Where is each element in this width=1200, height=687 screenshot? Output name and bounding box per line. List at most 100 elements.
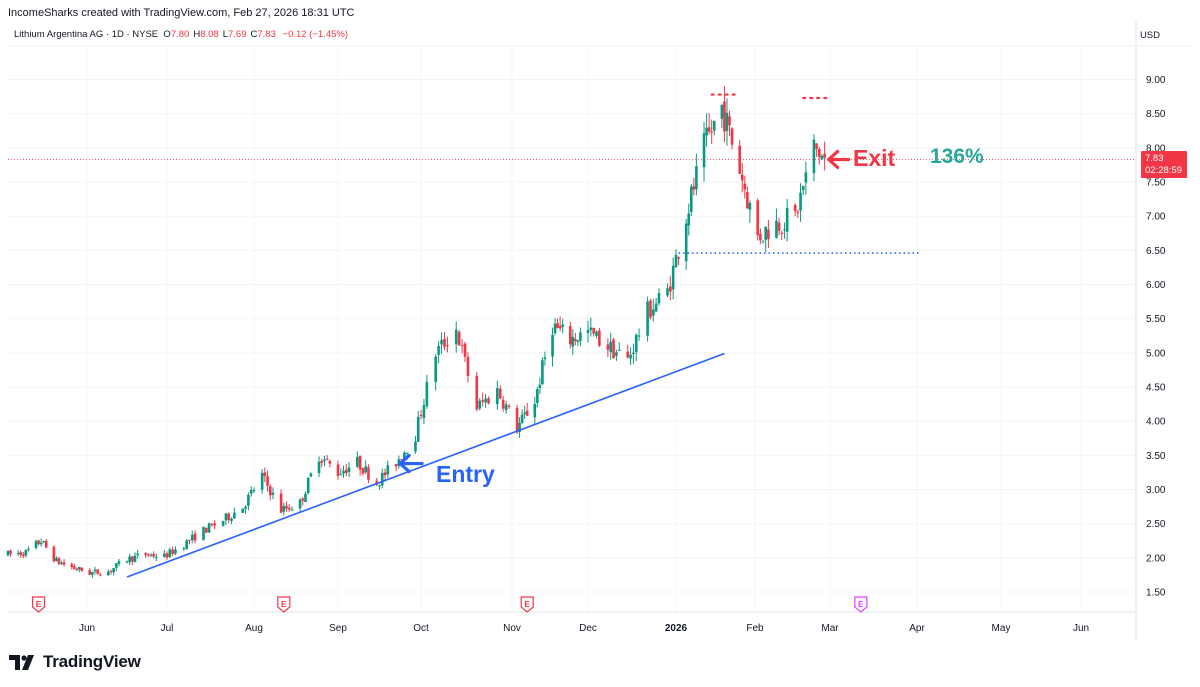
candle-body bbox=[174, 549, 177, 554]
x-tick-label: Oct bbox=[413, 623, 429, 634]
candle-body bbox=[553, 323, 557, 334]
candle-body bbox=[96, 569, 99, 574]
candle bbox=[589, 317, 593, 337]
candle-body bbox=[380, 473, 384, 486]
candle-body bbox=[149, 554, 153, 556]
candle-body bbox=[504, 404, 508, 411]
candle bbox=[42, 540, 45, 544]
candle bbox=[725, 98, 729, 146]
candle bbox=[383, 468, 387, 482]
candle-body bbox=[405, 452, 409, 454]
candle bbox=[460, 339, 464, 354]
candle bbox=[728, 110, 731, 137]
candle-body bbox=[55, 558, 58, 561]
candle bbox=[780, 230, 784, 241]
candle-body bbox=[298, 499, 302, 509]
candle bbox=[501, 395, 505, 412]
candle-body bbox=[24, 549, 28, 556]
candle-body bbox=[743, 183, 747, 190]
candle-body bbox=[434, 356, 437, 383]
candle-body bbox=[615, 352, 618, 356]
candle bbox=[70, 562, 74, 570]
currency-label: USD bbox=[1139, 30, 1160, 41]
candle-body bbox=[125, 561, 129, 563]
candle-body bbox=[475, 375, 479, 410]
candle-body bbox=[677, 257, 680, 259]
candle-body bbox=[606, 344, 610, 350]
x-tick-label: May bbox=[992, 623, 1011, 634]
candle bbox=[637, 328, 641, 341]
candle bbox=[99, 572, 102, 577]
candle-body bbox=[518, 422, 521, 433]
candle bbox=[419, 409, 423, 420]
earnings-marker-shape bbox=[31, 596, 46, 613]
candle-body bbox=[460, 345, 464, 347]
candle-body bbox=[21, 554, 25, 557]
candle bbox=[244, 505, 247, 514]
candle-body bbox=[60, 562, 63, 565]
candle-body bbox=[793, 205, 797, 212]
candle-body bbox=[367, 467, 370, 480]
candle-body bbox=[356, 456, 359, 467]
candle-body bbox=[666, 288, 669, 296]
candle-body bbox=[466, 356, 470, 376]
gain-percent-label: 136% bbox=[930, 145, 984, 168]
candle bbox=[60, 560, 63, 565]
candle bbox=[463, 341, 467, 363]
candle bbox=[152, 551, 155, 559]
candle bbox=[634, 333, 638, 361]
candle bbox=[520, 409, 524, 424]
bar-countdown: 02:28:59 bbox=[1145, 165, 1182, 176]
candle-body bbox=[446, 345, 449, 347]
candle-body bbox=[133, 555, 137, 563]
candle bbox=[523, 405, 526, 419]
candle bbox=[202, 526, 205, 541]
tradingview-logo[interactable]: TradingView bbox=[9, 652, 141, 672]
candle-body bbox=[285, 505, 288, 509]
candle bbox=[677, 256, 680, 266]
candle bbox=[702, 122, 706, 182]
last-price-tag: 7.83 02:28:59 bbox=[1141, 151, 1187, 178]
candle bbox=[204, 527, 208, 533]
candle-body bbox=[767, 229, 770, 240]
candle bbox=[361, 467, 365, 476]
candle bbox=[52, 545, 56, 563]
candle bbox=[764, 226, 768, 253]
candle-body bbox=[538, 384, 542, 388]
candle-body bbox=[692, 186, 696, 190]
candle bbox=[556, 318, 559, 329]
candle-body bbox=[804, 172, 808, 183]
candle bbox=[525, 402, 529, 416]
candle-body bbox=[571, 336, 575, 347]
candle bbox=[793, 203, 797, 217]
candle bbox=[671, 257, 675, 300]
candle bbox=[558, 316, 562, 332]
candle-body bbox=[702, 133, 706, 168]
ohlc-open: O7.80 bbox=[160, 29, 190, 40]
candle-body bbox=[317, 461, 321, 473]
candle bbox=[287, 504, 291, 512]
candle bbox=[730, 127, 734, 150]
candle bbox=[117, 559, 121, 567]
candle-body bbox=[687, 213, 691, 226]
candle-body bbox=[414, 441, 417, 452]
candle bbox=[241, 508, 245, 513]
y-axis: 1.50 2.00 2.50 3.00 3.50 4.00 4.50 5.00 5.50 6.00… bbox=[1146, 75, 1166, 598]
candle-body bbox=[595, 331, 598, 337]
candle-body bbox=[16, 552, 20, 554]
candle bbox=[24, 549, 28, 558]
candle bbox=[263, 467, 267, 483]
candle-body bbox=[72, 566, 76, 569]
candle bbox=[454, 321, 458, 353]
candle-body bbox=[579, 332, 582, 341]
candle-body bbox=[62, 562, 66, 565]
candle bbox=[576, 339, 580, 346]
x-tick-label: Jun bbox=[79, 623, 95, 634]
candle bbox=[282, 502, 286, 516]
symbol-info: Lithium Argentina AG · 1D · NYSE bbox=[14, 29, 159, 40]
candle-body bbox=[112, 568, 115, 573]
candle bbox=[617, 342, 621, 351]
candle bbox=[112, 568, 115, 576]
